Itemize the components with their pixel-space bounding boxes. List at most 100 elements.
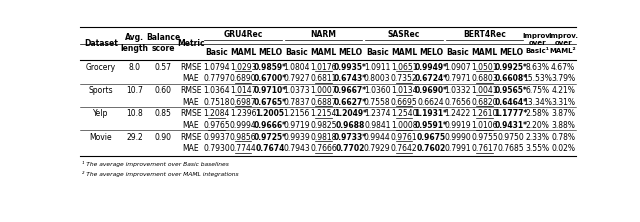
Text: 0.9690*: 0.9690* (414, 86, 447, 95)
Text: 1.2422: 1.2422 (445, 109, 471, 118)
Text: 1.2084: 1.2084 (203, 109, 230, 118)
Text: BERT4Rec: BERT4Rec (463, 30, 506, 39)
Text: 1.0364: 1.0364 (203, 86, 230, 95)
Text: MAE: MAE (182, 98, 199, 107)
Text: 0.7971: 0.7971 (444, 74, 471, 83)
Text: 0.7602: 0.7602 (416, 144, 445, 153)
Text: 0.9733*: 0.9733* (334, 133, 367, 142)
Text: 0.9725*: 0.9725* (253, 133, 287, 142)
Text: RMSE: RMSE (180, 109, 202, 118)
Text: 1.0501: 1.0501 (471, 63, 498, 72)
Text: 1.2049*: 1.2049* (334, 109, 367, 118)
Text: 15.53%: 15.53% (523, 74, 552, 83)
Text: 1.0041: 1.0041 (471, 86, 498, 95)
Text: 1.0651: 1.0651 (391, 63, 417, 72)
Text: 1.1777*: 1.1777* (495, 109, 528, 118)
Text: 0.6695: 0.6695 (390, 98, 417, 107)
Text: 1.0134: 1.0134 (391, 86, 417, 95)
Text: 4.67%: 4.67% (551, 63, 575, 72)
Text: 10.7: 10.7 (126, 86, 143, 95)
Text: RMSE: RMSE (180, 86, 202, 95)
Text: 1.2610: 1.2610 (471, 109, 498, 118)
Text: 0.60: 0.60 (154, 86, 172, 95)
Text: 1.0176: 1.0176 (310, 63, 337, 72)
Text: 0.7929: 0.7929 (364, 144, 390, 153)
Text: RMSE: RMSE (180, 133, 202, 142)
Text: 0.9990: 0.9990 (444, 133, 471, 142)
Text: 0.7642: 0.7642 (391, 144, 417, 153)
Text: 1.0360: 1.0360 (364, 86, 390, 95)
Text: 1.0106: 1.0106 (471, 121, 498, 130)
Text: Avg.
length: Avg. length (121, 33, 148, 53)
Text: ¹ The average improvement over Basic baselines: ¹ The average improvement over Basic bas… (83, 161, 229, 167)
Text: 13.34%: 13.34% (523, 98, 552, 107)
Text: 0.6724*: 0.6724* (414, 74, 447, 83)
Text: MAE: MAE (182, 74, 199, 83)
Text: 0.9688: 0.9688 (336, 121, 365, 130)
Text: 0.7666: 0.7666 (310, 144, 337, 153)
Text: 0.7927: 0.7927 (284, 74, 310, 83)
Text: 0.9825: 0.9825 (310, 121, 337, 130)
Text: 3.87%: 3.87% (551, 109, 575, 118)
Text: 0.9859*: 0.9859* (253, 63, 287, 72)
Text: 0.9939: 0.9939 (284, 133, 310, 142)
Text: 0.6627*: 0.6627* (334, 98, 367, 107)
Text: MAE: MAE (182, 144, 199, 153)
Text: 1.0911: 1.0911 (364, 63, 390, 72)
Text: Metric: Metric (177, 39, 205, 48)
Text: 3.31%: 3.31% (551, 98, 575, 107)
Text: 1.0007: 1.0007 (310, 86, 337, 95)
Text: 0.6743*: 0.6743* (334, 74, 367, 83)
Text: Basic: Basic (366, 48, 388, 57)
Text: 0.9949*: 0.9949* (414, 63, 447, 72)
Text: Movie: Movie (90, 133, 112, 142)
Text: Grocery: Grocery (86, 63, 116, 72)
Text: 1.2540: 1.2540 (391, 109, 417, 118)
Text: 3.79%: 3.79% (551, 74, 575, 83)
Text: 2.20%: 2.20% (525, 121, 550, 130)
Text: 0.9994: 0.9994 (230, 121, 257, 130)
Text: 1.2396: 1.2396 (230, 109, 257, 118)
Text: 0.57: 0.57 (154, 63, 172, 72)
Text: 0.9856: 0.9856 (230, 133, 257, 142)
Text: 0.6887: 0.6887 (310, 98, 337, 107)
Text: Basic: Basic (205, 48, 228, 57)
Text: Yelp: Yelp (93, 109, 109, 118)
Text: 0.6624: 0.6624 (417, 98, 444, 107)
Text: 0.9761: 0.9761 (391, 133, 417, 142)
Text: 0.7674: 0.7674 (255, 144, 285, 153)
Text: 0.7930: 0.7930 (203, 144, 230, 153)
Text: 8.0: 8.0 (129, 63, 141, 72)
Text: 1.1931*: 1.1931* (414, 109, 447, 118)
Text: 0.9667*: 0.9667* (334, 86, 367, 95)
Text: 0.9944: 0.9944 (364, 133, 390, 142)
Text: ² The average improvement over MAML integrations: ² The average improvement over MAML inte… (83, 171, 239, 177)
Text: 2.33%: 2.33% (525, 133, 550, 142)
Text: 10.8: 10.8 (127, 109, 143, 118)
Text: NARM: NARM (310, 30, 337, 39)
Text: 0.9919: 0.9919 (444, 121, 471, 130)
Text: MELO: MELO (499, 48, 524, 57)
Text: 0.6700*: 0.6700* (253, 74, 287, 83)
Text: 1.0332: 1.0332 (444, 86, 471, 95)
Text: 0.9937: 0.9937 (203, 133, 230, 142)
Text: 29.2: 29.2 (127, 133, 143, 142)
Text: 0.7702: 0.7702 (336, 144, 365, 153)
Text: MELO: MELO (258, 48, 282, 57)
Text: 3.88%: 3.88% (551, 121, 575, 130)
Text: 0.7617: 0.7617 (471, 144, 498, 153)
Text: 6.75%: 6.75% (525, 86, 550, 95)
Text: Improv.
over
Basic¹: Improv. over Basic¹ (522, 33, 552, 54)
Text: Improv.
over
MAML²: Improv. over MAML² (548, 33, 578, 54)
Text: 1.2374: 1.2374 (364, 109, 390, 118)
Text: 0.78%: 0.78% (551, 133, 575, 142)
Text: 0.6608*: 0.6608* (495, 74, 528, 83)
Text: 0.9675: 0.9675 (416, 133, 445, 142)
Text: 0.6464*: 0.6464* (495, 98, 528, 107)
Text: MELO: MELO (419, 48, 443, 57)
Text: 0.7685: 0.7685 (498, 144, 525, 153)
Text: 0.6765*: 0.6765* (253, 98, 287, 107)
Text: 1.0008: 1.0008 (391, 121, 417, 130)
Text: 0.9765: 0.9765 (203, 121, 230, 130)
Text: 0.6987: 0.6987 (230, 98, 257, 107)
